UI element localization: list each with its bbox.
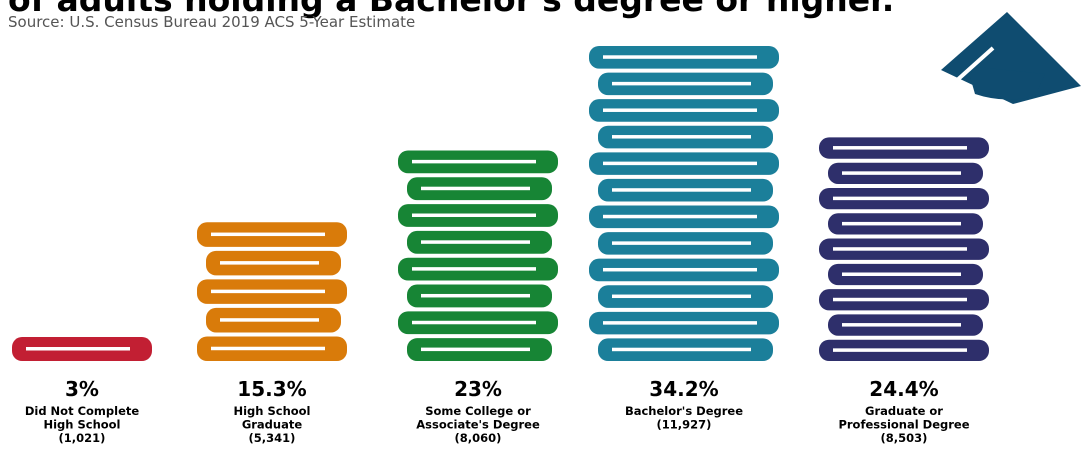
book-line xyxy=(612,188,751,192)
book-line xyxy=(412,159,536,164)
book-line xyxy=(412,320,536,325)
bar-1 xyxy=(12,335,152,363)
book-line xyxy=(833,348,967,352)
bar-area xyxy=(589,44,779,363)
bar-4 xyxy=(589,44,779,363)
cap-tassel xyxy=(953,46,995,84)
cap-base xyxy=(967,66,1045,100)
value-label: 15.3% xyxy=(237,377,306,401)
count-label: (1,021) xyxy=(59,431,106,445)
book-line xyxy=(842,272,961,276)
book-line xyxy=(833,247,967,251)
chart-source: Source: U.S. Census Bureau 2019 ACS 5-Ye… xyxy=(8,13,416,31)
book-line xyxy=(612,294,751,299)
category-label: Graduate xyxy=(242,418,303,432)
book-line xyxy=(842,323,961,327)
book-line xyxy=(603,214,757,219)
book-line xyxy=(412,267,536,271)
book-line xyxy=(842,171,961,175)
book-line xyxy=(26,347,130,351)
graduation-cap-icon xyxy=(941,12,1081,104)
book-line xyxy=(603,161,757,166)
book-line xyxy=(612,81,751,86)
book-line xyxy=(603,267,757,272)
count-label: (11,927) xyxy=(657,418,712,432)
book-line xyxy=(833,297,967,302)
book-line xyxy=(612,241,751,245)
book-line xyxy=(833,196,967,201)
book-line xyxy=(421,240,530,244)
book-line xyxy=(421,293,530,298)
book-line xyxy=(220,318,319,322)
category-label: High School xyxy=(233,404,310,418)
category-label: Bachelor's Degree xyxy=(625,404,743,418)
book-line xyxy=(421,347,530,352)
book-line xyxy=(612,135,751,139)
count-label: (5,341) xyxy=(249,431,296,445)
value-label: 34.2% xyxy=(649,377,718,401)
category-label: Professional Degree xyxy=(838,418,969,432)
category-label: High School xyxy=(43,418,120,432)
cap-shape xyxy=(941,12,1081,104)
book-line xyxy=(603,321,757,325)
category-label: Some College or xyxy=(425,404,531,418)
book-line xyxy=(412,213,536,218)
book-line xyxy=(603,55,757,59)
chart-title: of adults holding a Bachelor's degree or… xyxy=(8,0,894,19)
book-line xyxy=(842,221,961,226)
value-label: 3% xyxy=(65,377,99,401)
book-line xyxy=(612,347,751,352)
category-label: Did Not Complete xyxy=(25,404,140,418)
category-label: Graduate or xyxy=(865,404,943,418)
book-line xyxy=(833,146,967,150)
book-line xyxy=(603,108,757,112)
category-label: Associate's Degree xyxy=(416,418,540,432)
bar-5 xyxy=(819,135,989,363)
value-label: 24.4% xyxy=(869,377,938,401)
value-label: 23% xyxy=(454,377,502,401)
count-label: (8,060) xyxy=(455,431,502,445)
book-line xyxy=(211,346,325,351)
book-line xyxy=(421,186,530,191)
bar-2 xyxy=(197,220,347,363)
book-line xyxy=(220,261,319,265)
book-line xyxy=(211,289,325,294)
book-line xyxy=(211,232,325,237)
count-label: (8,503) xyxy=(881,431,928,445)
bar-3 xyxy=(398,148,558,363)
